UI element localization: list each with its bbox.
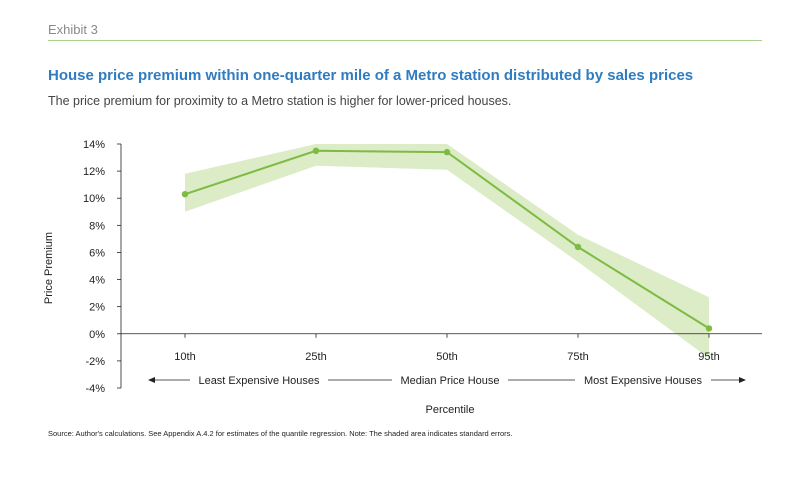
range-label-middle: Median Price House xyxy=(400,375,499,387)
y-tick-label: 0% xyxy=(89,329,105,341)
data-point-75th xyxy=(574,243,582,251)
x-tick-label-25th: 25th xyxy=(305,351,326,363)
chart-subtitle: The price premium for proximity to a Met… xyxy=(48,94,512,108)
y-tick-labels: -4% -2% 0% 2% 4% 6% 8% 10% 12% 14% xyxy=(83,139,105,395)
data-points xyxy=(181,147,713,332)
x-tick-label-75th: 75th xyxy=(567,351,588,363)
y-tick-label: 10% xyxy=(83,193,105,205)
data-point-25th xyxy=(312,147,320,154)
data-point-50th xyxy=(443,148,451,156)
y-tick-label: -4% xyxy=(85,383,105,395)
range-label-left: Least Expensive Houses xyxy=(198,375,320,387)
y-tick-label: 4% xyxy=(89,275,105,287)
exhibit-label: Exhibit 3 xyxy=(48,22,98,37)
y-tick-label: 12% xyxy=(83,166,105,178)
x-tick-label-95th: 95th xyxy=(698,351,719,363)
range-arrow-left-head xyxy=(148,377,155,383)
standard-error-band xyxy=(185,144,709,359)
y-tick-label: -2% xyxy=(85,356,105,368)
y-axis-label: Price Premium xyxy=(43,232,55,304)
range-arrow-right-head xyxy=(739,377,746,383)
y-tick-label: 6% xyxy=(89,247,105,259)
y-tick-label: 14% xyxy=(83,139,105,151)
header-divider xyxy=(48,40,762,41)
axes xyxy=(117,143,762,389)
price-range-annotation: Least Expensive Houses Median Price Hous… xyxy=(148,375,746,387)
y-tick-label: 8% xyxy=(89,220,105,232)
source-note: Source: Author's calculations. See Appen… xyxy=(48,429,513,438)
y-tick-label: 2% xyxy=(89,302,105,314)
chart-title: House price premium within one-quarter m… xyxy=(48,67,694,84)
x-tick-label-50th: 50th xyxy=(436,351,457,363)
range-label-right: Most Expensive Houses xyxy=(584,375,702,387)
x-tick-labels: 10th 25th 50th 75th 95th xyxy=(174,351,719,363)
x-axis-label: Percentile xyxy=(426,404,475,416)
x-tick-label-10th: 10th xyxy=(174,351,195,363)
data-point-10th xyxy=(181,191,189,198)
data-point-95th xyxy=(705,325,713,332)
